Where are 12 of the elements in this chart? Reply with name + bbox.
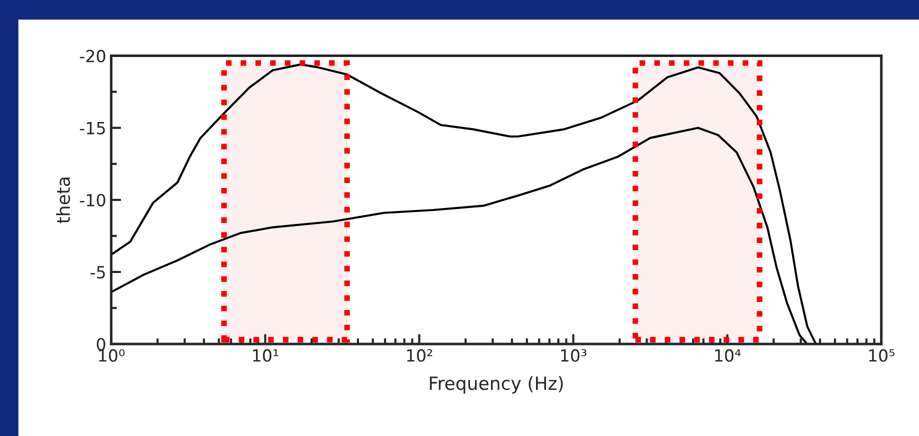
y-tick-label: -15 xyxy=(80,122,105,134)
y-tick-label: -5 xyxy=(90,266,105,279)
x-tick-label: 10³ xyxy=(561,349,586,362)
y-tick-label: -20 xyxy=(80,50,106,62)
y-axis-title: theta xyxy=(56,178,70,224)
x-axis-title: Frequency (Hz) xyxy=(430,376,563,394)
x-tick-label: 10² xyxy=(407,349,432,362)
x-tick-label: 10¹ xyxy=(253,349,278,362)
y-tick-label: -10 xyxy=(80,194,106,206)
x-tick-label: 10⁴ xyxy=(715,349,741,362)
x-tick-label: 10⁰ xyxy=(99,349,125,362)
x-tick-label: 10⁵ xyxy=(869,349,894,362)
